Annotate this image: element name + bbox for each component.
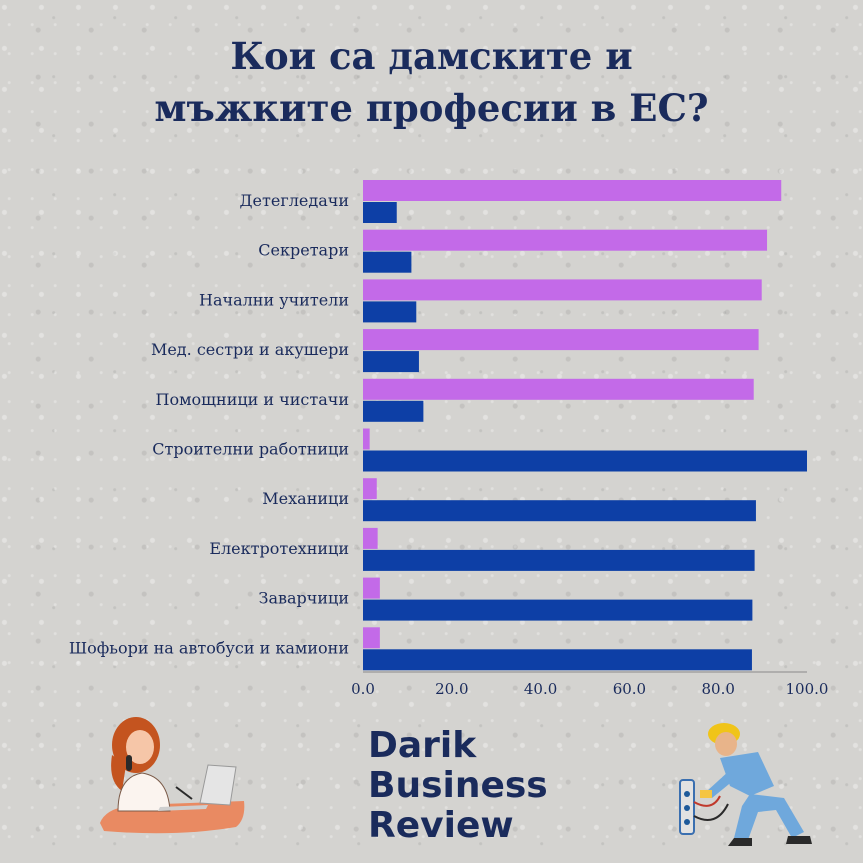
x-tick-label: 40.0 [524,680,557,698]
category-label: Механици [262,489,349,508]
brand-line-1: Darik [368,725,477,766]
electrician-worker-icon [679,723,812,846]
men-bar [363,251,412,273]
category-label: Секретари [258,241,349,260]
women-bar [363,577,380,599]
brand-line-2: Business [368,765,548,806]
x-tick-label: 60.0 [613,680,646,698]
women-bar [363,627,380,649]
category-label: Заварчици [259,589,350,608]
category-label: Строителни работници [152,440,349,459]
category-label: Детегледачи [240,191,349,210]
category-label: Начални учители [199,290,349,309]
x-tick-label: 80.0 [701,680,734,698]
men-bar [363,549,755,571]
x-tick-label: 100.0 [786,680,829,698]
men-bar [363,400,424,422]
women-bar [363,180,782,201]
men-bar [363,649,752,671]
x-tick-label: 0.0 [351,680,375,698]
brand-line-3: Review [368,805,514,846]
category-label: Шофьори на автобуси и камиони [69,638,349,657]
women-bar [363,478,377,500]
women-bar [363,229,768,251]
men-bar [363,202,397,223]
category-label: Мед. сестри и акушери [151,340,349,359]
page-title: Кои са дамските и мъжките професии в ЕС? [154,34,709,130]
men-bar [363,301,417,323]
women-bar [363,279,762,301]
brand-logo: Darik Business Review [368,726,628,846]
woman-at-laptop-icon [100,717,245,834]
women-bar [363,378,754,400]
men-bar [363,500,756,522]
women-bar [363,329,759,351]
x-tick-label: 20.0 [435,680,468,698]
men-bar [363,351,419,373]
men-bar [363,450,807,472]
men-bar [363,599,753,621]
women-bar [363,527,378,549]
category-label: Електротехници [209,539,349,558]
category-label: Помощници и чистачи [156,390,350,409]
women-bar [363,428,370,450]
